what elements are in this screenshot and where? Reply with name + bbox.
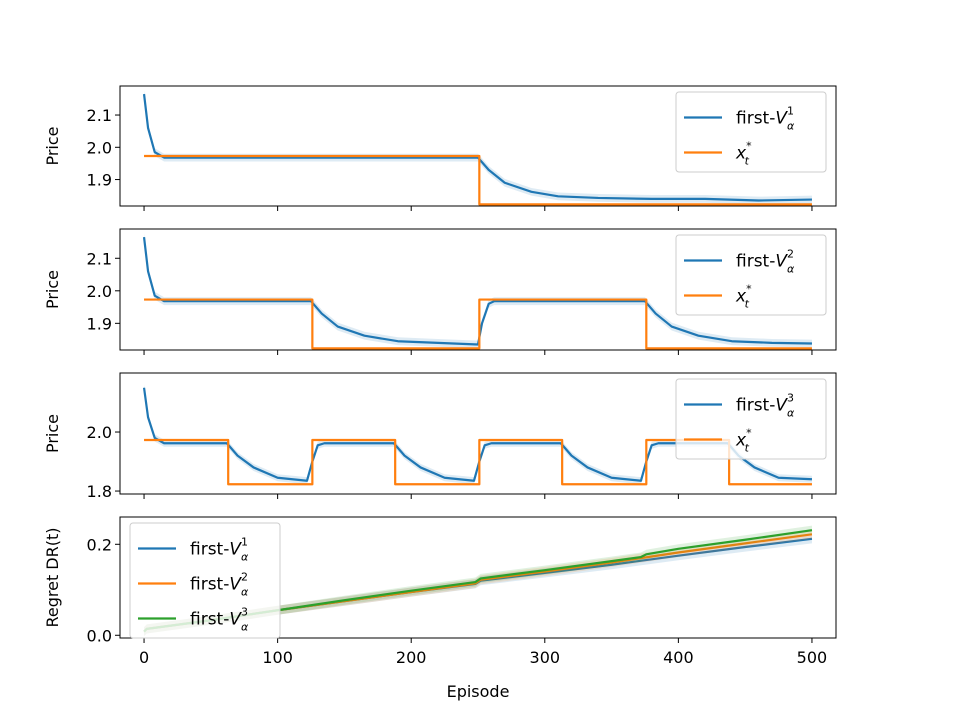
legend-label-2: x* t xyxy=(735,427,752,455)
legend-label-var: V xyxy=(775,109,788,129)
legend-label-1: first-V1 α xyxy=(190,536,249,564)
legend-label-var: V xyxy=(229,610,242,630)
x-tick-label: 100 xyxy=(262,648,293,667)
legend-label-var: x xyxy=(735,431,747,451)
plot-area xyxy=(142,90,812,206)
legend-label-sup: * xyxy=(746,283,752,296)
y-tick-label: 1.8 xyxy=(87,482,112,501)
axes-frame xyxy=(119,85,837,207)
legend-label-sub: α xyxy=(241,621,249,634)
legend-label-2: x* t xyxy=(735,140,752,168)
legend-box xyxy=(675,378,827,460)
legend-label-sub: t xyxy=(745,442,750,455)
legend-label-sub: α xyxy=(787,120,795,133)
y-tick-label: 2.0 xyxy=(87,423,112,442)
x-tick-label: 200 xyxy=(396,648,427,667)
legend-label-sup: * xyxy=(746,140,752,153)
chart-panel-3: 1.8 2.0 Price first-V3 α x* t xyxy=(43,372,837,501)
legend-label-sup: * xyxy=(746,427,752,440)
y-tick-label: 2.1 xyxy=(87,106,112,125)
chart-panel-4: 0.0 0.2 0 100 200 300 400 500 Regret DR(t) Episod… xyxy=(43,516,837,701)
axes-frame xyxy=(119,516,837,639)
legend-label-sub: α xyxy=(241,586,249,599)
legend-label-var: V xyxy=(229,540,242,560)
series-line-1 xyxy=(142,237,812,346)
legend-label-prefix: first- xyxy=(736,396,775,416)
legend-label-var: V xyxy=(775,252,788,272)
legend-label-var: V xyxy=(775,396,788,416)
legend-label-3: first-V3 α xyxy=(190,606,249,634)
y-tick-label: 0.0 xyxy=(87,626,112,645)
y-axis-label: Price xyxy=(43,414,62,453)
plot-area xyxy=(142,233,812,350)
y-tick-label: 1.9 xyxy=(87,171,112,190)
legend-label-prefix: first- xyxy=(190,610,229,630)
legend-label-var: x xyxy=(735,144,747,164)
legend-label-var: x xyxy=(735,287,747,307)
legend-label-sup: 3 xyxy=(787,392,794,405)
legend-label-sup: 2 xyxy=(787,248,794,261)
legend-box xyxy=(129,522,281,639)
legend-label-1: first-V1 α xyxy=(736,105,795,133)
series-line-2 xyxy=(144,154,812,206)
legend-box xyxy=(675,234,827,316)
legend-label-sub: α xyxy=(787,407,795,420)
y-axis-label: Price xyxy=(43,270,62,309)
axes-frame xyxy=(119,372,837,495)
legend-label-prefix: first- xyxy=(190,575,229,595)
x-tick-label: 500 xyxy=(797,648,828,667)
legend-label-var: V xyxy=(229,575,242,595)
legend-label-sub: α xyxy=(787,263,795,276)
legend-box xyxy=(675,91,827,173)
legend-label-sup: 1 xyxy=(241,536,248,549)
y-tick-label: 2.0 xyxy=(87,282,112,301)
series-line-1 xyxy=(142,387,813,482)
y-axis-label: Price xyxy=(43,126,62,165)
legend-label-2: first-V2 α xyxy=(190,571,249,599)
x-axis-label: Episode xyxy=(447,682,510,701)
x-tick-label: 300 xyxy=(530,648,561,667)
y-tick-label: 2.1 xyxy=(87,249,112,268)
series-line-2 xyxy=(144,298,812,350)
y-axis-label: Regret DR(t) xyxy=(43,527,62,627)
y-tick-label: 1.9 xyxy=(87,314,112,333)
legend-label-sub: t xyxy=(745,155,750,168)
y-tick-label: 0.2 xyxy=(87,535,112,554)
legend: first-V3 α x* t xyxy=(675,378,827,460)
legend-label-1: first-V3 α xyxy=(736,392,795,420)
chart-panel-2: 1.9 2.0 2.1 Price first-V2 α x* t xyxy=(43,228,837,355)
legend-label-sup: 2 xyxy=(241,571,248,584)
legend-label-sup: 1 xyxy=(787,105,794,118)
axes-frame xyxy=(119,228,837,351)
legend-label-prefix: first- xyxy=(736,109,775,129)
x-tick-label: 400 xyxy=(663,648,694,667)
series-line-1 xyxy=(142,93,812,202)
legend-label-2: x* t xyxy=(735,283,752,311)
legend-label-prefix: first- xyxy=(736,252,775,272)
series-band-2 xyxy=(144,529,812,637)
legend-label-1: first-V2 α xyxy=(736,248,795,276)
legend: first-V2 α x* t xyxy=(675,234,827,316)
chart-panel-1: 1.9 2.0 2.1 Price first-V1 α x* t xyxy=(43,85,837,211)
legend-label-prefix: first- xyxy=(190,540,229,560)
x-tick-label: 0 xyxy=(139,648,149,667)
legend: first-V1 α x* t xyxy=(675,91,827,173)
y-tick-label: 2.0 xyxy=(87,138,112,157)
legend-label-sub: α xyxy=(241,551,249,564)
plot-area xyxy=(143,525,813,637)
legend-label-sup: 3 xyxy=(241,606,248,619)
legend-label-sub: t xyxy=(745,298,750,311)
